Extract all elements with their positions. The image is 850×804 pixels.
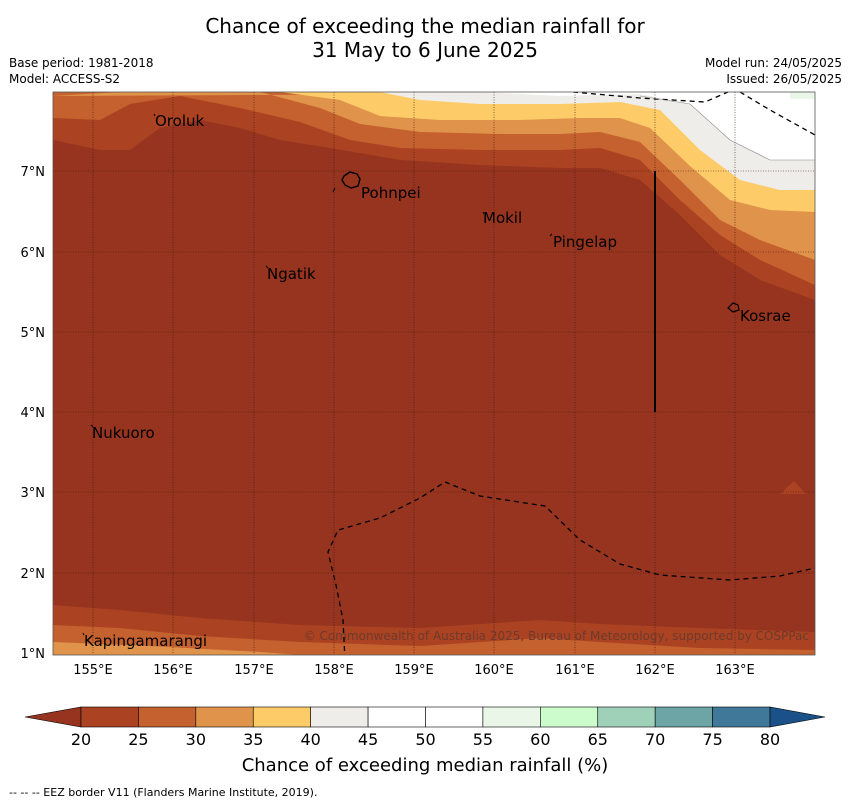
eez-border-south xyxy=(327,481,815,655)
coast-lines xyxy=(639,95,815,161)
lon-label-162: 162°E xyxy=(635,663,675,678)
colorbar xyxy=(24,706,826,728)
colorbar-bin xyxy=(367,706,426,728)
copyright-text: © Commonwealth of Australia 2025, Bureau… xyxy=(304,629,809,643)
kosrae-island xyxy=(727,302,740,313)
atoll-marks xyxy=(82,113,553,636)
patch-east xyxy=(780,481,806,494)
header-left: Base period: 1981-2018 Model: ACCESS-S2 xyxy=(9,55,154,87)
colorbar-tick-label: 75 xyxy=(702,730,723,749)
lon-label-155: 155°E xyxy=(73,663,113,678)
lat-label-1: 1°N xyxy=(21,647,46,662)
colorbar-tick-label: 30 xyxy=(185,730,206,749)
map-area: Oroluk Pohnpei Mokil Pingelap Ngatik Kos… xyxy=(53,92,815,655)
colorbar-bin xyxy=(80,706,139,728)
place-label-ngatik: Ngatik xyxy=(267,265,316,283)
chart-title-line2: 31 May to 6 June 2025 xyxy=(312,38,538,62)
colorbar-tick-label: 25 xyxy=(128,730,149,749)
colorbar-tick-label: 60 xyxy=(530,730,551,749)
colorbar-tick-label: 80 xyxy=(759,730,781,749)
place-label-pingelap: Pingelap xyxy=(553,233,617,251)
colorbar-bin xyxy=(712,706,771,728)
place-label-nukuoro: Nukuoro xyxy=(92,424,155,442)
lat-label-3: 3°N xyxy=(21,486,46,501)
colorbar-over-arrow xyxy=(769,706,826,728)
lat-label-4: 4°N xyxy=(21,406,46,421)
model-text: Model: ACCESS-S2 xyxy=(9,72,121,86)
place-label-pohnpei: Pohnpei xyxy=(361,184,421,202)
lon-label-157: 157°E xyxy=(234,663,274,678)
place-label-oroluk: Oroluk xyxy=(155,112,204,130)
header-right: Model run: 24/05/2025 Issued: 26/05/2025 xyxy=(705,55,842,87)
base-period-text: Base period: 1981-2018 xyxy=(9,56,154,70)
colorbar-bin xyxy=(482,706,541,728)
band-60-65 xyxy=(790,92,815,99)
place-label-kapingamarangi: Kapingamarangi xyxy=(84,632,207,650)
lon-label-163: 163°E xyxy=(715,663,755,678)
place-label-mokil: Mokil xyxy=(483,209,522,227)
lon-label-159: 159°E xyxy=(394,663,434,678)
colorbar-tick-label: 55 xyxy=(472,730,494,749)
colorbar-bin xyxy=(138,706,197,728)
colorbar-title: Chance of exceeding median rainfall (%) xyxy=(241,755,609,776)
chart-title-line1: Chance of exceeding the median rainfall … xyxy=(205,14,645,38)
eez-border-north xyxy=(572,92,815,136)
band-50-55 xyxy=(480,92,815,160)
lon-label-158: 158°E xyxy=(314,663,354,678)
colorbar-bin xyxy=(540,706,599,728)
pohnpei-island xyxy=(341,171,361,189)
colorbar-tick-label: 20 xyxy=(70,730,92,749)
band-35-40 xyxy=(53,92,815,260)
colorbar-bin xyxy=(425,706,484,728)
colorbar-tick-label: 35 xyxy=(243,730,264,749)
colorbar-under-arrow xyxy=(24,706,82,728)
lon-label-156: 156°E xyxy=(153,663,193,678)
ant-atoll xyxy=(332,187,336,193)
model-run-text: Model run: 24/05/2025 xyxy=(704,56,842,70)
colorbar-bin xyxy=(654,706,713,728)
lat-label-7: 7°N xyxy=(21,165,46,180)
colorbar-bin xyxy=(195,706,254,728)
gridlines xyxy=(53,92,815,655)
band-south-30-35 xyxy=(53,625,815,655)
lat-label-2: 2°N xyxy=(21,567,46,582)
colorbar-tick-label: 45 xyxy=(357,730,379,749)
lon-label-160: 160°E xyxy=(474,663,514,678)
colorbar-bin xyxy=(310,706,369,728)
colorbar-bin xyxy=(597,706,656,728)
colorbar-tick-label: 65 xyxy=(587,730,608,749)
colorbar-tick-label: 70 xyxy=(644,730,666,749)
colorbar-bin xyxy=(252,706,311,728)
footer-eez-note: -- -- -- EEZ border V11 (Flanders Marine… xyxy=(9,786,318,799)
issued-text: Issued: 26/05/2025 xyxy=(726,72,842,86)
lat-label-6: 6°N xyxy=(21,246,46,261)
colorbar-tick-label: 50 xyxy=(415,730,436,749)
lon-label-161: 161°E xyxy=(555,663,595,678)
map-frame xyxy=(52,91,816,656)
colorbar-tick-label: 40 xyxy=(300,730,321,749)
place-label-kosrae: Kosrae xyxy=(740,307,791,325)
lat-label-5: 5°N xyxy=(21,326,46,341)
band-30-35 xyxy=(53,92,815,285)
band-south-35-40 xyxy=(53,642,300,655)
